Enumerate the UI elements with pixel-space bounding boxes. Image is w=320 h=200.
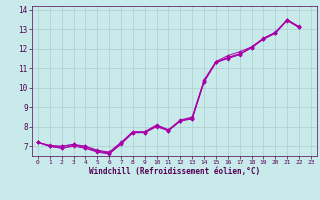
X-axis label: Windchill (Refroidissement éolien,°C): Windchill (Refroidissement éolien,°C) xyxy=(89,167,260,176)
